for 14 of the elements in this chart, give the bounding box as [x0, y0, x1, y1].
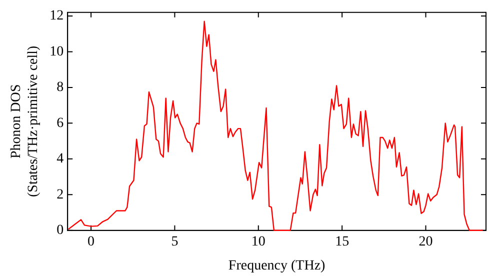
x-tick-label: 15: [335, 234, 350, 250]
y-tick-label: 6: [56, 116, 64, 131]
y-tick-label: 4: [56, 152, 64, 167]
x-tick-label: 5: [171, 234, 178, 250]
x-tick-label: 20: [418, 234, 433, 250]
x-tick-label: 0: [88, 234, 95, 250]
y-tick-label: 8: [56, 80, 64, 96]
y-tick-label: 2: [56, 187, 64, 202]
y-tick-label: 10: [50, 44, 64, 60]
x-axis-title: Frequency (THz): [228, 258, 326, 274]
y-tick-label: 0: [56, 223, 64, 238]
y-axis-title: Phonon DOS (States/THz·primitive cell): [9, 45, 41, 198]
x-tick-label: 10: [251, 234, 266, 250]
y-tick-label: 12: [50, 8, 64, 24]
